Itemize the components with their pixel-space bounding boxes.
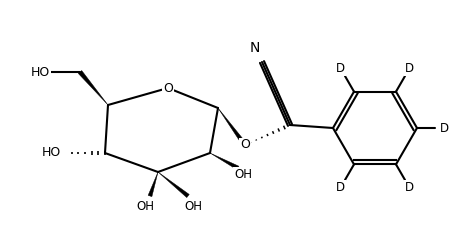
Text: O: O bbox=[240, 138, 250, 151]
Text: OH: OH bbox=[184, 199, 202, 212]
Polygon shape bbox=[210, 153, 239, 170]
Text: HO: HO bbox=[41, 146, 61, 159]
Text: D: D bbox=[405, 181, 414, 194]
Text: OH: OH bbox=[234, 167, 252, 181]
Text: D: D bbox=[439, 121, 448, 135]
Text: D: D bbox=[336, 181, 345, 194]
Text: O: O bbox=[163, 82, 173, 94]
Polygon shape bbox=[148, 172, 158, 197]
Text: HO: HO bbox=[30, 66, 50, 78]
Polygon shape bbox=[218, 108, 247, 146]
Text: N: N bbox=[250, 41, 260, 55]
Polygon shape bbox=[158, 172, 189, 197]
Text: D: D bbox=[336, 62, 345, 75]
Text: OH: OH bbox=[136, 199, 154, 212]
Polygon shape bbox=[78, 71, 108, 105]
Text: D: D bbox=[405, 62, 414, 75]
